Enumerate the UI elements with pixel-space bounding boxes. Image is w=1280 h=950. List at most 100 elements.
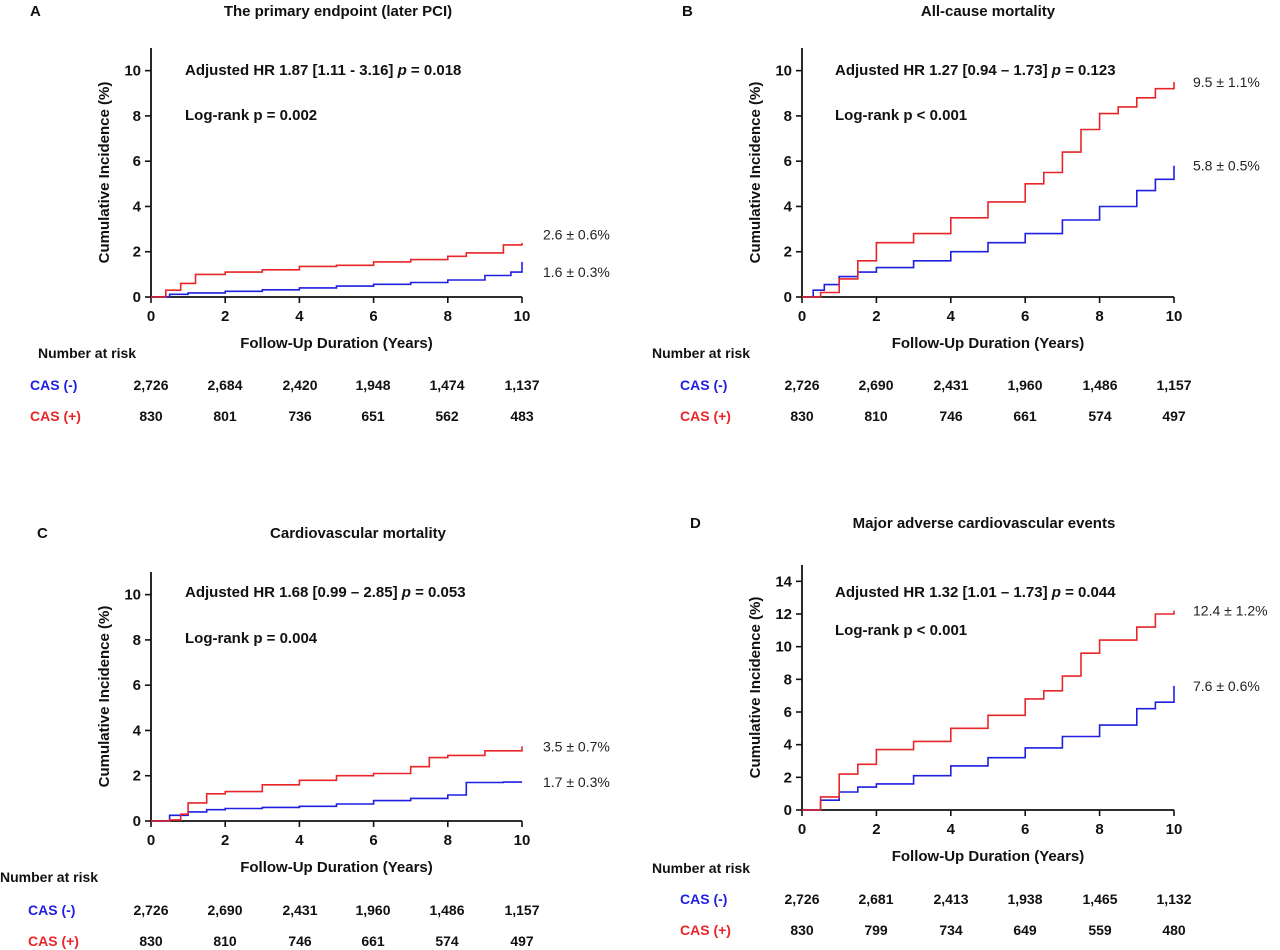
series-line-cas-neg <box>802 165 1175 298</box>
risk-count-cas-neg: 2,690 <box>207 902 242 918</box>
risk-count-cas-pos: 497 <box>1162 408 1186 424</box>
x-axis-title: Follow-Up Duration (Years) <box>892 848 1085 865</box>
number-at-risk-label: Number at risk <box>38 345 136 361</box>
risk-count-cas-neg: 1,157 <box>1156 377 1191 393</box>
y-tick-label: 4 <box>784 198 793 215</box>
chart-title: All-cause mortality <box>921 3 1056 20</box>
hr-prefix: Adjusted HR <box>185 62 279 79</box>
y-tick-label: 8 <box>133 108 141 125</box>
p-symbol: p <box>1051 62 1061 79</box>
series-line-cas-neg <box>802 685 1175 811</box>
y-tick-label: 8 <box>133 632 141 649</box>
p-value: = 0.053 <box>411 584 466 601</box>
y-tick-label: 0 <box>133 289 141 306</box>
x-tick-label: 8 <box>444 308 452 325</box>
p-value: = 0.123 <box>1061 62 1116 79</box>
risk-group-cas-neg: CAS (-) <box>30 377 77 393</box>
p-value: = 0.044 <box>1061 584 1116 601</box>
adjusted-hr-text: Adjusted HR 1.27 [0.94 – 1.73] p = 0.123 <box>835 62 1116 79</box>
x-tick-label: 2 <box>872 821 880 838</box>
panel-letter: B <box>682 3 693 20</box>
x-tick-label: 10 <box>1166 308 1183 325</box>
x-tick-label: 6 <box>369 308 377 325</box>
series-line-cas-pos <box>802 82 1175 298</box>
y-tick-label: 6 <box>133 677 141 694</box>
x-tick-label: 4 <box>295 832 304 849</box>
logrank-text: Log-rank p < 0.001 <box>835 622 967 639</box>
risk-count-cas-neg: 1,948 <box>355 377 390 393</box>
end-label-cas-pos: 9.5 ± 1.1% <box>1193 74 1260 90</box>
y-tick-label: 2 <box>784 769 792 786</box>
number-at-risk-label: Number at risk <box>652 860 750 876</box>
x-tick-label: 4 <box>295 308 304 325</box>
logrank-text: Log-rank p = 0.002 <box>185 107 317 124</box>
risk-count-cas-pos: 562 <box>435 408 459 424</box>
hr-value: 1.27 [0.94 – 1.73] <box>929 62 1052 79</box>
y-tick-label: 0 <box>133 813 141 830</box>
risk-count-cas-neg: 2,726 <box>784 891 819 907</box>
risk-count-cas-neg: 1,132 <box>1156 891 1191 907</box>
risk-count-cas-neg: 2,726 <box>133 377 168 393</box>
chart-title: Major adverse cardiovascular events <box>853 515 1116 532</box>
risk-group-cas-pos: CAS (+) <box>680 922 731 938</box>
p-symbol: p <box>401 584 411 601</box>
risk-count-cas-neg: 2,726 <box>784 377 819 393</box>
adjusted-hr-text: Adjusted HR 1.32 [1.01 – 1.73] p = 0.044 <box>835 584 1116 601</box>
x-tick-label: 6 <box>369 832 377 849</box>
risk-count-cas-pos: 574 <box>1088 408 1112 424</box>
y-tick-label: 0 <box>784 289 792 306</box>
x-tick-label: 0 <box>147 308 155 325</box>
risk-count-cas-pos: 661 <box>1013 408 1037 424</box>
hr-value: 1.32 [1.01 – 1.73] <box>929 584 1052 601</box>
x-tick-label: 10 <box>514 832 531 849</box>
adjusted-hr-text: Adjusted HR 1.87 [1.11 - 3.16] p = 0.018 <box>185 62 461 79</box>
panel-letter: D <box>690 515 701 532</box>
risk-count-cas-neg: 1,938 <box>1007 891 1042 907</box>
y-tick-label: 10 <box>124 63 141 80</box>
y-axis-title: Cumulative Incidence (%) <box>747 597 764 779</box>
y-tick-label: 2 <box>133 768 141 785</box>
p-symbol: p <box>1051 584 1061 601</box>
risk-count-cas-pos: 734 <box>939 922 963 938</box>
x-tick-label: 0 <box>147 832 155 849</box>
risk-count-cas-neg: 2,413 <box>933 891 968 907</box>
x-tick-label: 6 <box>1021 308 1029 325</box>
risk-count-cas-neg: 2,681 <box>858 891 893 907</box>
logrank-text: Log-rank p = 0.004 <box>185 630 318 647</box>
risk-count-cas-neg: 1,137 <box>504 377 539 393</box>
risk-count-cas-pos: 801 <box>213 408 237 424</box>
end-label-cas-neg: 7.6 ± 0.6% <box>1193 678 1260 694</box>
y-tick-label: 12 <box>775 606 792 623</box>
risk-count-cas-neg: 1,960 <box>355 902 390 918</box>
y-tick-label: 10 <box>124 587 141 604</box>
x-tick-label: 8 <box>444 832 452 849</box>
risk-count-cas-pos: 480 <box>1162 922 1186 938</box>
number-at-risk-label: Number at risk <box>652 345 750 361</box>
y-tick-label: 14 <box>775 573 792 590</box>
panel-letter: A <box>30 3 41 20</box>
panel-a: A The primary endpoint (later PCI) 0 2 4 6 8 10… <box>30 3 610 424</box>
risk-count-cas-neg: 2,726 <box>133 902 168 918</box>
y-tick-label: 8 <box>784 108 792 125</box>
x-axis-title: Follow-Up Duration (Years) <box>892 335 1085 352</box>
risk-count-cas-neg: 2,431 <box>933 377 968 393</box>
end-label-cas-pos: 3.5 ± 0.7% <box>543 738 610 754</box>
series-line-cas-pos <box>151 746 523 822</box>
end-label-cas-neg: 5.8 ± 0.5% <box>1193 158 1260 174</box>
series-line-cas-neg <box>151 261 523 298</box>
risk-count-cas-pos: 649 <box>1013 922 1037 938</box>
risk-count-cas-pos: 830 <box>790 922 814 938</box>
y-axis-title: Cumulative Incidence (%) <box>96 82 113 264</box>
y-tick-label: 2 <box>784 244 792 261</box>
risk-count-cas-pos: 483 <box>510 408 534 424</box>
y-tick-label: 4 <box>133 722 142 739</box>
end-label-cas-neg: 1.6 ± 0.3% <box>543 264 610 280</box>
hr-prefix: Adjusted HR <box>835 62 929 79</box>
end-label-cas-neg: 1.7 ± 0.3% <box>543 774 610 790</box>
risk-group-cas-pos: CAS (+) <box>30 408 81 424</box>
y-tick-label: 6 <box>133 153 141 170</box>
y-axis-title: Cumulative Incidence (%) <box>747 82 764 264</box>
